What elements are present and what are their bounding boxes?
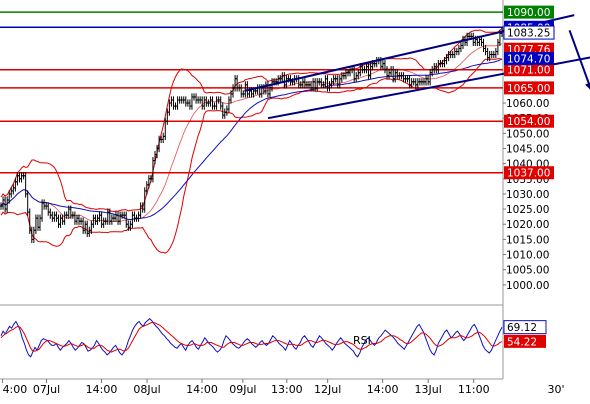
x-tick-label: 11:00 — [458, 383, 490, 396]
rsi-value-tag-box — [503, 320, 547, 335]
level-label-box — [504, 166, 554, 180]
y-tick-label: 1030.00 — [506, 189, 549, 201]
y-tick-label: 1000.00 — [506, 280, 549, 292]
rsi-label: RSI — [353, 334, 371, 347]
value-tag-box — [504, 51, 554, 65]
x-tick-label: 08Jul — [133, 383, 160, 396]
y-tick-label: 1050.00 — [506, 128, 549, 140]
level-label: 1065.00 — [507, 83, 550, 95]
bollinger-upper-line — [0, 27, 503, 213]
forecast-arrow — [568, 29, 590, 90]
level-label: 1071.00 — [507, 65, 550, 77]
level-label: 1054.00 — [507, 116, 550, 128]
x-tick-label: 30' — [547, 383, 564, 396]
rsi-line — [0, 322, 503, 353]
y-tick-label: 1060.00 — [506, 98, 549, 110]
rsi-value-tag-label: 54.22 — [507, 336, 537, 348]
x-tick-label: 14:00 — [367, 383, 399, 396]
y-tick-label: 1045.00 — [506, 143, 549, 155]
value-tag-box — [503, 25, 555, 40]
x-tick-label: 4:00 — [3, 383, 28, 396]
level-label-box — [504, 81, 554, 95]
rsi-value-tag-label: 69.12 — [507, 322, 537, 334]
x-tick-label: 13:00 — [271, 383, 303, 396]
x-tick-label: 09Jul — [229, 383, 256, 396]
x-tick-label: 07Jul — [33, 383, 60, 396]
level-label: 1037.00 — [507, 168, 550, 180]
y-tick-label: 1020.00 — [506, 219, 549, 231]
forecast-arrow-head — [585, 82, 590, 90]
moving-average-line — [0, 58, 503, 221]
x-tick-label: 14:00 — [186, 383, 218, 396]
level-label-box — [504, 114, 554, 128]
x-tick-label: 13Jul — [415, 383, 442, 396]
y-tick-label: 1015.00 — [506, 234, 549, 246]
rsi-value-tag-box — [504, 334, 546, 348]
value-tag-label: 1083.25 — [507, 28, 550, 40]
value-tag-label: 1074.70 — [507, 53, 550, 65]
level-label-box — [504, 5, 554, 19]
level-label-box — [504, 63, 554, 77]
y-tick-label: 1005.00 — [506, 265, 549, 277]
y-tick-label: 1025.00 — [506, 204, 549, 216]
y-tick-label: 1010.00 — [506, 250, 549, 262]
x-tick-label: 12Jul — [314, 383, 341, 396]
x-tick-label: 14:00 — [86, 383, 118, 396]
level-label: 1090.00 — [507, 7, 550, 19]
